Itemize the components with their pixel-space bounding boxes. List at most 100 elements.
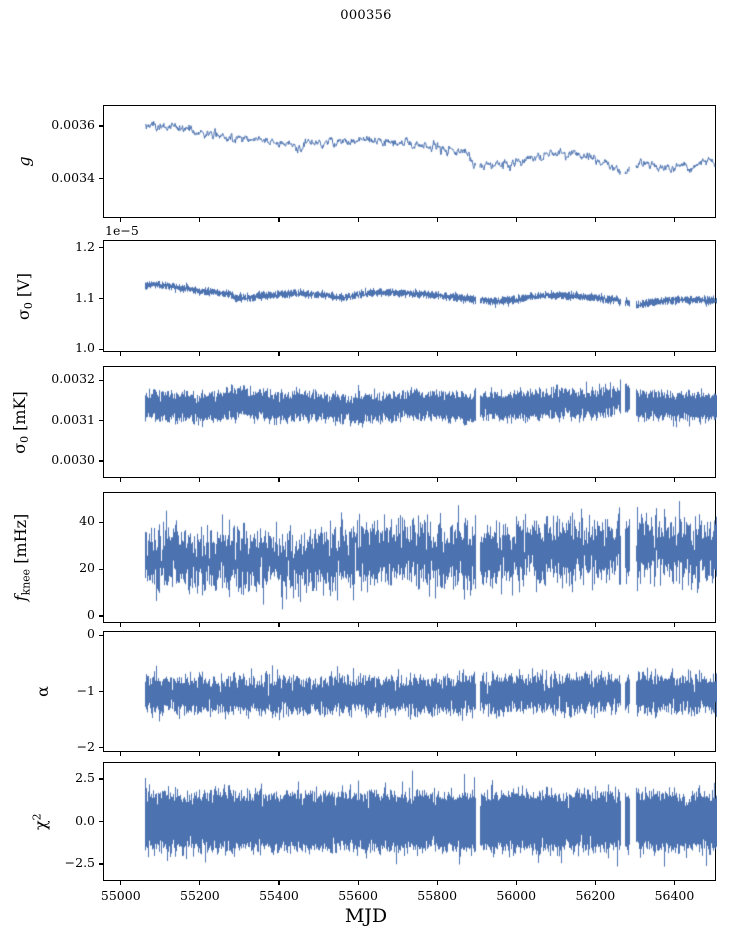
x-tick-mark: [436, 218, 438, 222]
x-tick-mark: [436, 881, 438, 885]
y-tick-mark: [99, 379, 103, 381]
figure-title: 000356: [340, 8, 392, 23]
x-tick-mark: [278, 623, 280, 627]
x-tick-mark: [515, 623, 517, 627]
y-tick-mark: [99, 125, 103, 127]
x-tick-mark: [120, 881, 122, 885]
y-axis-label-sigma0_volts: σ0 [V]: [13, 272, 35, 320]
y-tick-mark: [99, 863, 103, 865]
y-tick-label: 1.0: [75, 340, 95, 356]
x-tick-mark: [199, 478, 201, 482]
x-tick-label: 56000: [496, 888, 537, 903]
x-tick-mark: [199, 752, 201, 756]
y-tick-mark: [99, 521, 103, 523]
y-tick-mark: [99, 178, 103, 180]
y-tick-mark: [99, 420, 103, 422]
x-tick-label: 55600: [338, 888, 378, 903]
y-tick-label: 2.5: [75, 770, 95, 785]
x-tick-mark: [199, 352, 201, 356]
y-tick-label: 40: [79, 513, 95, 529]
y-tick-label: 0.0034: [51, 169, 95, 185]
x-tick-mark: [515, 881, 517, 885]
x-tick-mark: [673, 478, 676, 482]
series-canvas-sigma0_mk: [104, 367, 717, 479]
y-tick-mark: [99, 746, 103, 749]
x-tick-mark: [436, 752, 438, 756]
y-tick-mark: [99, 247, 103, 249]
x-tick-mark: [515, 752, 517, 756]
plot-panel-gain: [103, 105, 717, 219]
plot-panel-sigma0_mk: [103, 366, 717, 479]
y-tick-label: −2.5: [64, 855, 95, 870]
x-tick-mark: [357, 478, 359, 482]
x-tick-label: 55000: [100, 888, 141, 903]
x-tick-mark: [357, 752, 359, 756]
plot-panel-f_knee: [103, 492, 717, 624]
y-tick-mark: [99, 820, 103, 823]
x-tick-label: 55400: [259, 888, 299, 903]
x-tick-mark: [120, 352, 122, 356]
x-tick-label: 56200: [575, 888, 616, 903]
x-tick-mark: [278, 478, 280, 482]
y-tick-mark: [99, 778, 103, 780]
x-tick-mark: [594, 218, 596, 222]
y-tick-label: 0.0032: [51, 371, 95, 387]
x-tick-mark: [120, 218, 122, 222]
series-canvas-gain: [104, 106, 717, 219]
y-tick-label: 0.0031: [51, 411, 95, 427]
y-tick-mark: [99, 460, 103, 462]
y-axis-label-sigma0_mk: σ0 [mK]: [9, 390, 31, 454]
y-tick-label: 20: [79, 560, 95, 576]
y-tick-label: 0.0030: [51, 452, 95, 468]
x-tick-mark: [594, 352, 596, 356]
y-tick-mark: [99, 348, 103, 350]
y-tick-label: −2: [76, 738, 95, 754]
y-axis-label-f_knee: fknee [mHz]: [11, 513, 33, 602]
x-tick-mark: [515, 218, 517, 222]
y-tick-label: 0: [87, 626, 95, 642]
x-tick-mark: [436, 478, 438, 482]
plot-panel-sigma0_volts: [103, 240, 717, 353]
x-tick-mark: [673, 881, 676, 885]
y-tick-mark: [99, 297, 103, 300]
x-tick-mark: [199, 218, 201, 222]
x-tick-mark: [278, 881, 280, 885]
x-tick-mark: [278, 752, 280, 756]
y-tick-mark: [99, 634, 103, 637]
y-tick-label: 0.0: [75, 812, 95, 828]
x-tick-label: 56400: [654, 888, 695, 903]
x-tick-mark: [594, 478, 596, 482]
x-tick-mark: [673, 352, 676, 356]
x-tick-mark: [594, 752, 596, 756]
x-tick-mark: [673, 623, 676, 627]
x-tick-mark: [673, 218, 676, 222]
x-tick-mark: [278, 352, 280, 356]
y-axis-label-alpha: α: [32, 686, 52, 697]
x-tick-mark: [436, 623, 438, 627]
x-tick-mark: [673, 752, 676, 756]
y-axis-offset-text-sigma0_volts: 1e−5: [105, 223, 139, 238]
x-tick-mark: [120, 752, 122, 756]
x-axis-label: MJD: [344, 905, 388, 927]
x-tick-mark: [515, 478, 517, 482]
y-tick-mark: [99, 568, 103, 570]
x-tick-mark: [357, 218, 359, 222]
x-tick-mark: [199, 623, 201, 627]
x-tick-label: 55800: [417, 888, 458, 903]
y-tick-label: 1.2: [75, 238, 95, 254]
x-tick-mark: [594, 881, 596, 885]
x-tick-mark: [199, 881, 201, 885]
y-tick-mark: [99, 615, 103, 617]
y-axis-label-gain: g: [14, 156, 34, 167]
x-tick-mark: [120, 478, 122, 482]
x-tick-mark: [357, 623, 359, 627]
y-tick-label: 0: [87, 606, 95, 622]
y-tick-mark: [99, 690, 103, 693]
y-tick-label: −1: [76, 682, 95, 698]
series-canvas-chi_squared: [104, 763, 717, 882]
x-tick-mark: [594, 623, 596, 627]
x-tick-label: 55200: [180, 888, 220, 903]
series-canvas-sigma0_volts: [104, 241, 717, 353]
plot-panel-chi_squared: [103, 762, 717, 882]
